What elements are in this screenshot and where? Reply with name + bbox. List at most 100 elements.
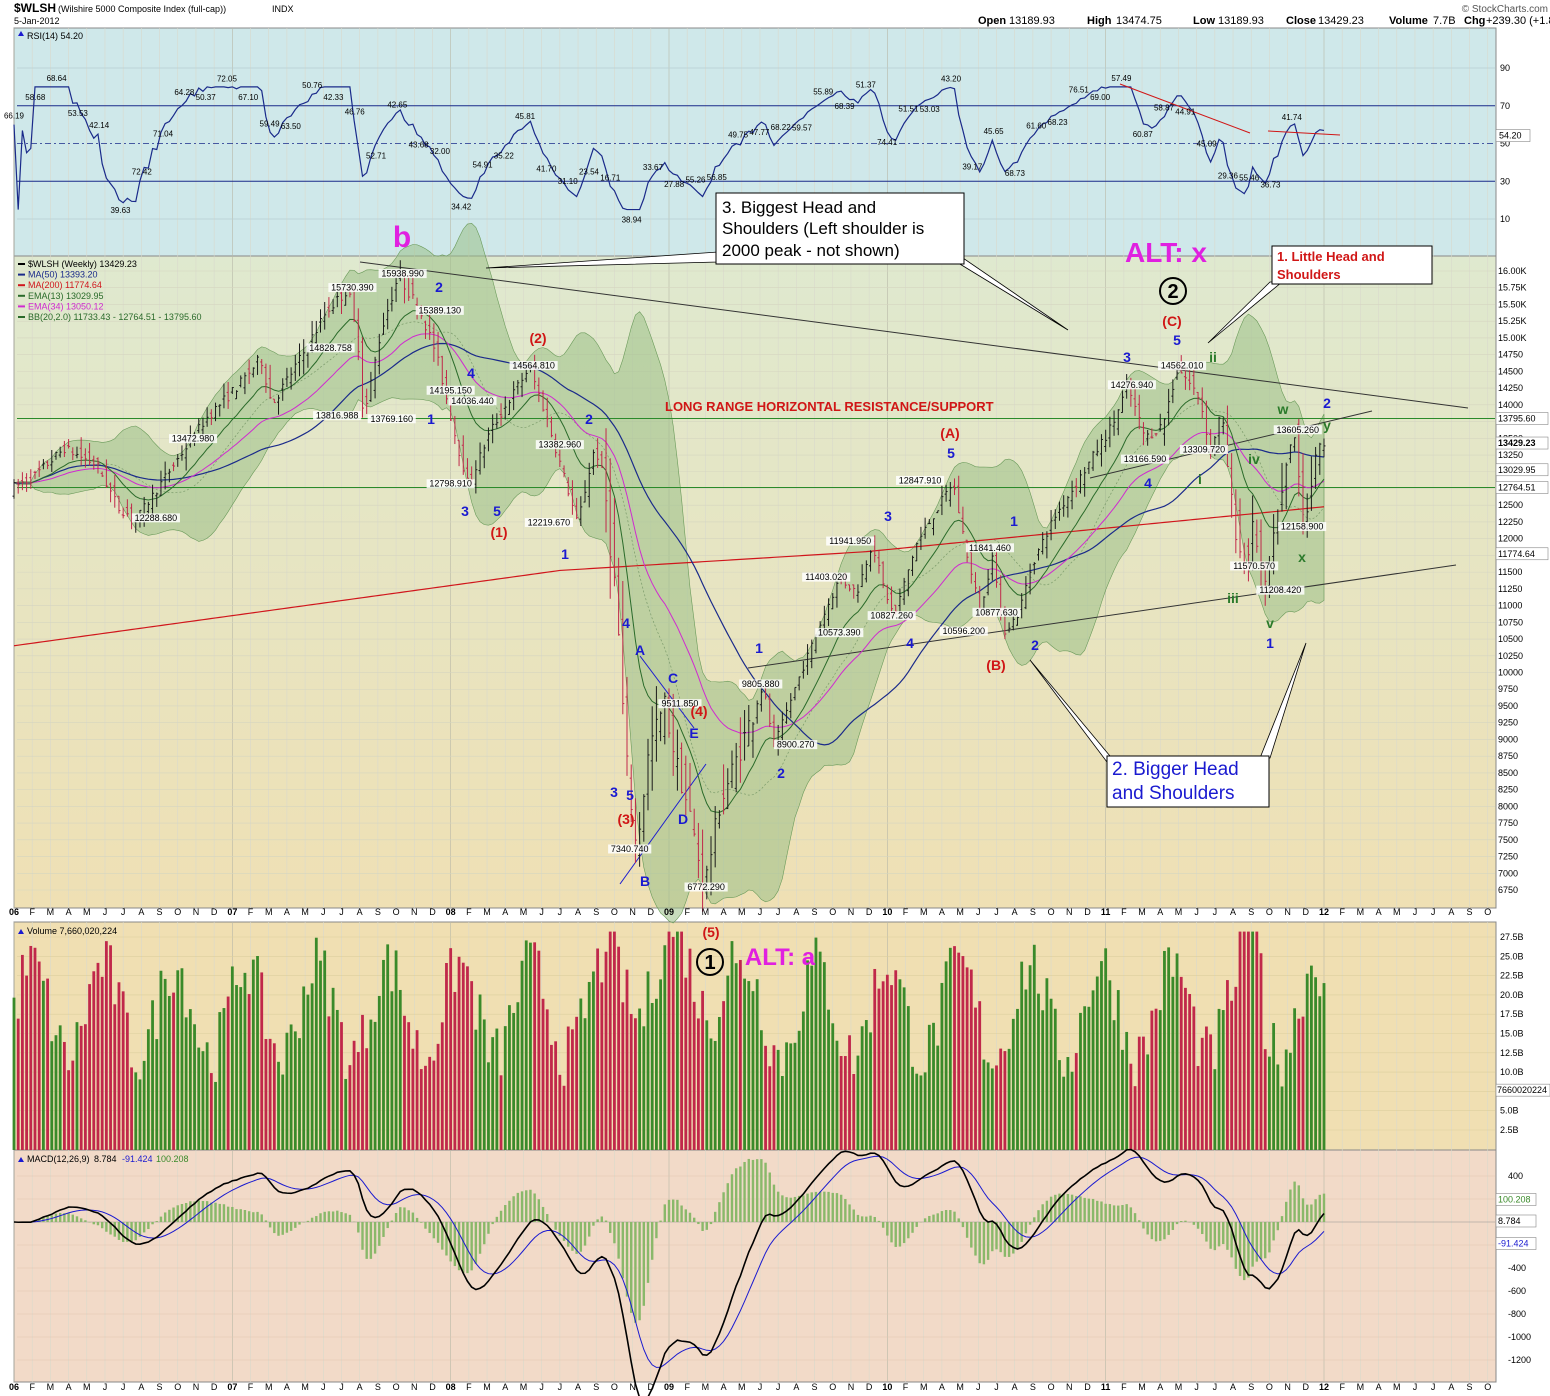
volume-bar (587, 981, 591, 1150)
volume-bar (1179, 976, 1183, 1150)
macd-histogram-bar (688, 1212, 692, 1222)
volume-bar (1049, 998, 1053, 1150)
macd-histogram-bar (75, 1216, 79, 1222)
pivot-label-bg (1107, 380, 1156, 390)
macd-histogram-bar (294, 1222, 297, 1228)
volume-bar (1129, 1063, 1133, 1150)
wave-label: 1 (1266, 635, 1274, 651)
chart-header: $WLSH (Wilshire 5000 Composite Index (fu… (14, 1, 1550, 27)
macd-histogram-bar (268, 1222, 272, 1228)
pivot-label-bg (535, 440, 584, 450)
macd-histogram-bar (932, 1214, 935, 1222)
legend-entry: MA(50) 13393.20 (28, 270, 98, 280)
volume-bar (1020, 961, 1024, 1150)
x-axis-tick-label: D (1303, 1382, 1310, 1392)
rsi-peak-label: 50.76 (302, 81, 323, 90)
wave-label: iii (1227, 590, 1239, 606)
pivot-value: 13605.260 (1277, 425, 1320, 435)
volume-bar (264, 1039, 268, 1150)
svg-text:High: High (1087, 15, 1112, 27)
macd-histogram-bar (218, 1203, 221, 1222)
price-axis-tick-label: 9500 (1498, 701, 1518, 711)
volume-bar (1074, 1053, 1078, 1150)
volume-bar (755, 979, 759, 1150)
macd-histogram-bar (281, 1222, 284, 1235)
macd-histogram-bar (651, 1222, 654, 1260)
macd-histogram-bar (180, 1203, 184, 1222)
rsi-axis-tick-label: 90 (1500, 63, 1510, 73)
volume-bar (508, 1005, 511, 1150)
pivot-label-bg (802, 572, 851, 582)
x-axis-tick-label: A (138, 907, 144, 917)
volume-bar (33, 947, 37, 1150)
volume-bar (1037, 993, 1040, 1150)
x-axis-tick-label: M (1138, 907, 1146, 917)
legend-entry: EMA(13) 13029.95 (28, 291, 104, 301)
macd-histogram-bar (1222, 1222, 1225, 1245)
wave-label: 2 (777, 765, 785, 781)
macd-histogram-bar (1062, 1193, 1065, 1222)
volume-bar (835, 1040, 839, 1150)
volume-bar (902, 987, 906, 1150)
macd-histogram-bar (252, 1212, 255, 1222)
price-axis-tick-label: 12000 (1498, 534, 1523, 544)
macd-histogram-bar (184, 1202, 188, 1222)
x-axis-tick-label: J (321, 1382, 326, 1392)
trend-line (1089, 410, 1373, 479)
x-axis-tick-label: M (47, 1382, 55, 1392)
macd-histogram-bar (751, 1159, 755, 1222)
volume-bar (537, 950, 541, 1150)
macd-histogram-bar (1138, 1220, 1141, 1222)
x-axis-tick-label: D (866, 1382, 873, 1392)
pivot-label-bg (826, 536, 875, 546)
x-axis-tick-label: 09 (664, 1382, 674, 1392)
volume-bar (461, 962, 465, 1150)
wave-label: 3 (1123, 349, 1131, 365)
macd-histogram-bar (718, 1202, 721, 1222)
pivot-value: 10573.390 (818, 628, 861, 638)
macd-histogram-bar (797, 1195, 801, 1222)
macd-histogram-bar (214, 1202, 217, 1222)
x-axis-tick-label: D (211, 907, 218, 917)
macd-histogram-bar (63, 1213, 66, 1222)
macd-histogram-bar (508, 1200, 511, 1222)
x-axis-tick-label: J (1213, 1382, 1218, 1392)
volume-bar (642, 1026, 646, 1150)
volume-bar (146, 1029, 150, 1150)
x-axis-tick-label: A (793, 907, 799, 917)
volume-bar (449, 948, 453, 1150)
volume-bar (1259, 953, 1263, 1150)
volume-bar (927, 1024, 931, 1150)
macd-histogram-bar (1230, 1222, 1233, 1258)
wave-label: ALT: x (1125, 237, 1207, 268)
macd-axis-tick-label: 400 (1508, 1171, 1523, 1181)
triangle-icon (18, 1157, 24, 1162)
volume-bar (1234, 986, 1238, 1150)
macd-histogram-bar (1255, 1222, 1259, 1262)
volume-bar (898, 979, 902, 1150)
x-axis-tick-label: O (1266, 907, 1273, 917)
volume-bar (235, 985, 238, 1150)
legend-entry: BB(20,2.0) 11733.43 - 12764.51 - 13795.6… (28, 312, 201, 322)
macd-histogram-bar (151, 1222, 154, 1225)
volume-bar (1247, 931, 1250, 1150)
macd-plot (13, 1148, 1495, 1396)
wave-label: ALT: a (745, 944, 816, 971)
x-axis-tick-label: J (776, 1382, 781, 1392)
x-axis-tick-label: N (1284, 907, 1291, 917)
volume-bar (541, 998, 545, 1150)
volume-bar (470, 981, 474, 1150)
volume-bar (1301, 1016, 1305, 1150)
macd-histogram-bar (1293, 1181, 1296, 1222)
rsi-peak-label: 33.67 (643, 163, 664, 172)
volume-bar (214, 1081, 217, 1150)
volume-bar (251, 959, 255, 1150)
volume-bar (608, 931, 612, 1150)
macd-histogram-bar (1306, 1204, 1309, 1222)
x-axis-tick-label: M (83, 1382, 91, 1392)
macd-histogram-bar (986, 1222, 990, 1260)
macd-histogram-bar (814, 1191, 818, 1222)
volume-bar (852, 1074, 856, 1150)
volume-bar (436, 1043, 440, 1150)
